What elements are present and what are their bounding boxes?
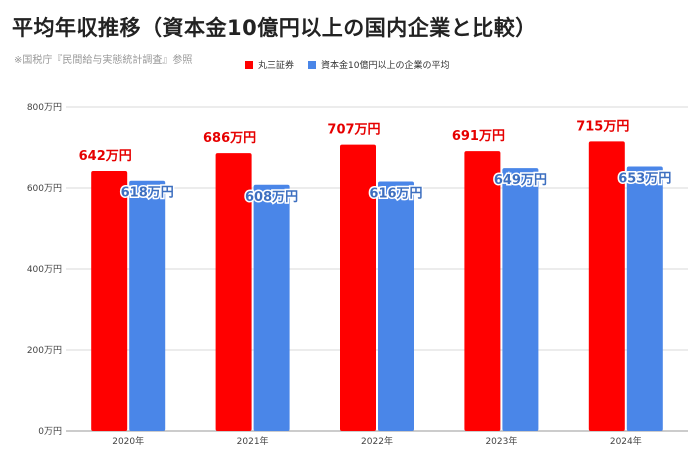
data-label-series-2: 616万円	[369, 187, 422, 202]
legend-item-series-1: 丸三証券	[245, 58, 294, 71]
data-label-series-2: 653万円	[618, 172, 671, 187]
y-tick-label: 200万円	[27, 345, 62, 356]
y-tick-label: 800万円	[27, 102, 62, 113]
data-label-series-1: 691万円	[452, 129, 505, 144]
bar-series-2	[253, 184, 290, 431]
y-tick-label: 0万円	[38, 426, 62, 437]
legend-item-series-2: 資本金10億円以上の企業の平均	[308, 58, 449, 71]
legend-swatch-series-2	[308, 60, 317, 69]
bar-series-1	[91, 170, 128, 432]
bar-series-1	[588, 141, 625, 432]
legend: 丸三証券 資本金10億円以上の企業の平均	[245, 58, 449, 71]
legend-swatch-series-1	[245, 60, 253, 69]
chart-title: 平均年収推移（資本金10億円以上の国内企業と比較）	[12, 16, 537, 40]
data-label-series-2: 649万円	[494, 173, 547, 188]
bar-series-1	[340, 144, 376, 432]
data-label-series-1: 715万円	[576, 119, 629, 134]
y-tick-label: 400万円	[27, 264, 62, 275]
data-label-series-1: 707万円	[327, 123, 380, 138]
x-tick-label: 2023年	[485, 435, 517, 447]
bar-series-1	[464, 151, 501, 431]
bar-series-2	[626, 166, 663, 431]
legend-label-series-2: 資本金10億円以上の企業の平均	[321, 61, 450, 71]
x-tick-label: 2020年	[112, 435, 144, 447]
x-tick-label: 2022年	[361, 435, 393, 447]
bar-series-2	[378, 181, 414, 431]
bar-series-2	[502, 168, 539, 431]
data-label-series-1: 686万円	[203, 131, 256, 146]
bar-series-1	[215, 153, 252, 432]
y-tick-label: 600万円	[27, 183, 62, 194]
data-label-series-1: 642万円	[79, 149, 132, 164]
legend-label-series-1: 丸三証券	[258, 61, 295, 71]
x-tick-label: 2024年	[610, 435, 642, 447]
data-label-series-2: 618万円	[121, 186, 174, 201]
bar-series-2	[129, 180, 166, 431]
source-note: ※国税庁『民間給与実態統計調査』参照	[14, 55, 193, 66]
x-tick-label: 2021年	[237, 435, 269, 447]
data-label-series-2: 608万円	[245, 190, 298, 205]
